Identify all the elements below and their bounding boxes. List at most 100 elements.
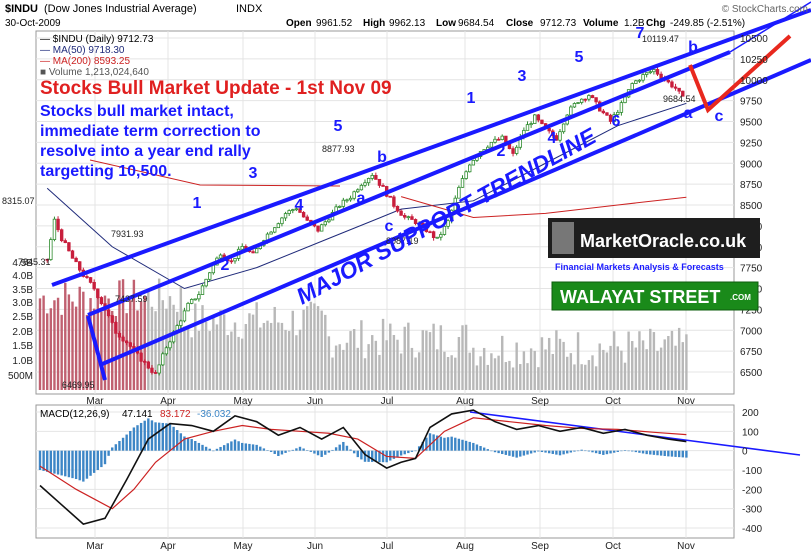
candle-body [208,272,212,280]
volume-bar [392,335,396,390]
candle-body [619,102,624,113]
candle-body [139,352,143,362]
macd-histogram-bar [428,433,432,451]
macd-histogram-bar [649,450,652,455]
overlay-note-line: Stocks bull market intact, [40,103,234,120]
channel-extension [729,1,811,53]
price-annotation: 7931.93 [111,229,144,239]
candle-body [88,277,93,283]
candle-body [74,257,78,263]
volume-bar [121,279,125,390]
candle-body [511,148,515,154]
volume-bar [194,303,197,390]
candle-body [229,260,234,263]
volume-bar [551,353,554,390]
walayat-logo-suffix: .COM [730,293,751,302]
candle-body [319,224,324,232]
volume-bar [212,316,215,390]
candle-body [291,209,295,212]
y-tick-label: 6500 [740,368,763,379]
volume-bar [201,305,204,390]
month-label: Mar [86,541,104,552]
macd-histogram-bar [49,450,53,473]
macd-histogram-bar [670,450,674,457]
macd-histogram-bar [197,442,201,451]
volume-bar [132,279,136,390]
macd-histogram-bar [667,450,670,457]
volume-bar [475,365,479,390]
exchange-label: INDX [236,3,263,15]
volume-bar [623,362,627,390]
marketoracle-emblem [552,222,574,254]
volume-bar [244,324,248,390]
macd-histogram-bar [363,450,367,462]
macd-histogram-bar [248,443,251,451]
marketoracle-logo-bg [548,218,760,258]
candle-body [78,261,82,271]
volume-bar [334,345,338,390]
macd-histogram-bar [262,448,266,451]
candle-body [558,131,562,141]
candle-body [403,214,407,218]
y-tick-label: 7000 [740,326,763,337]
y-tick-label: 7750 [740,264,763,275]
volume-bar [190,337,193,390]
wave-label: 5 [575,49,584,66]
volume-bar [298,329,302,390]
macd-histogram-bar [537,450,540,452]
macd-histogram-bar [519,450,522,457]
candle-body [468,164,472,173]
candle-body [327,219,331,223]
candle-body [117,332,122,338]
volume-axis-label: 4.5B [12,258,33,269]
macd-tick-label: -100 [742,466,762,477]
month-label: Apr [160,396,176,407]
volume-bar [42,295,45,390]
candle-body [666,79,671,83]
volume-bar [277,322,280,390]
macd-histogram-bar [201,444,204,451]
macd-histogram-bar [302,448,305,451]
macd-histogram-bar [454,437,457,451]
macd-tick-label: 200 [742,408,759,419]
candle-body [280,217,284,225]
macd-histogram-bar [147,418,150,451]
price-annotation: 8877.93 [322,144,355,154]
macd-histogram-bar [194,441,197,451]
candle-body [634,80,638,84]
channel-line [51,8,811,287]
y-tick-label: 9750 [740,97,763,108]
candle-body [395,205,400,212]
macd-histogram-bar [255,444,258,451]
volume-bar [360,320,363,390]
macd-histogram-bar [237,441,240,451]
volume-bar [345,342,349,390]
wave-label: 2 [221,257,230,274]
volume-bar [309,301,313,390]
macd-histogram-bar [641,450,645,454]
macd-histogram-bar [139,422,143,451]
candle-body [446,220,450,227]
macd-signal-value: 83.172 [160,409,191,420]
volume-bar [85,314,89,390]
candle-body [251,251,255,254]
candle-body [283,213,288,219]
macd-histogram-bar [432,434,435,451]
candle-body [153,372,158,374]
volume-bar [573,364,576,390]
macd-tick-label: 100 [742,427,759,438]
candle-body [305,216,309,221]
header-chg-label: Chg [646,18,665,29]
candle-body [590,95,595,99]
macd-histogram-bar [497,450,500,454]
volume-bar [540,337,544,390]
volume-bar [656,350,659,390]
projection-line [688,34,792,114]
volume-bar [479,356,482,390]
moving-averages [46,102,687,290]
candle-body [377,178,382,186]
macd-histogram-bar [280,450,284,455]
price-annotation: 10119.47 [642,34,679,44]
